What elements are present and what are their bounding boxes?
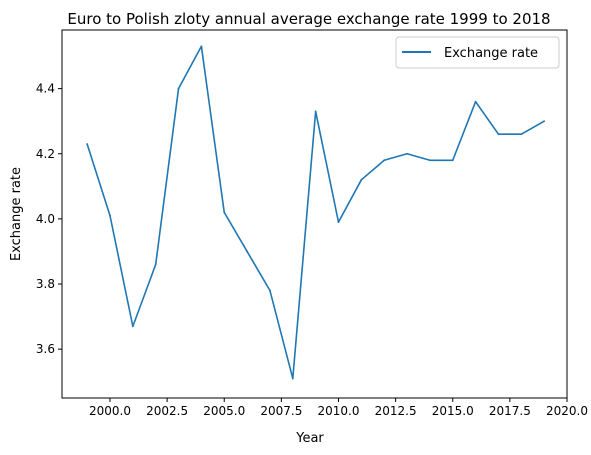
y-axis-label: Exchange rate <box>9 167 24 261</box>
data-point <box>291 377 294 380</box>
data-point <box>337 221 340 224</box>
data-point <box>406 152 408 155</box>
x-tick-label: 2015.0 <box>432 404 474 418</box>
plot-frame <box>61 29 568 399</box>
x-tick-label: 2007.5 <box>260 404 302 418</box>
x-tick-label: 2020.0 <box>546 404 588 418</box>
y-tick-label: 3.8 <box>36 277 55 291</box>
data-point <box>383 159 386 162</box>
data-point <box>314 110 317 113</box>
x-tick-label: 2012.5 <box>375 404 417 418</box>
y-tick-label: 4.2 <box>36 147 55 161</box>
y-axis: 3.6 3.8 4.0 4.2 4.4 <box>36 82 62 356</box>
series-layer <box>86 45 546 380</box>
data-point <box>223 211 226 214</box>
y-tick-label: 4.0 <box>36 212 55 226</box>
data-point <box>177 87 180 90</box>
x-axis-label: Year <box>295 431 324 446</box>
legend-label: Exchange rate <box>444 46 538 61</box>
data-point <box>428 159 431 162</box>
data-point <box>474 100 477 103</box>
data-point <box>269 289 271 292</box>
legend-box <box>395 36 560 69</box>
x-tick-label: 2000.0 <box>89 404 131 418</box>
y-tick-label: 4.4 <box>36 82 55 96</box>
x-tick-label: 2005.0 <box>203 404 245 418</box>
data-point <box>86 143 89 145</box>
data-point <box>497 133 500 136</box>
data-point <box>154 263 157 266</box>
x-tick-label: 2010.0 <box>317 404 359 418</box>
data-point <box>543 120 546 123</box>
data-point <box>451 159 454 162</box>
data-point <box>520 133 523 136</box>
data-point <box>109 214 111 217</box>
data-point <box>200 45 203 48</box>
x-tick-label: 2002.5 <box>146 404 188 418</box>
plot-area <box>62 30 567 398</box>
data-point <box>360 178 363 181</box>
data-point <box>246 250 248 253</box>
x-axis: 2000.0 2002.5 2005.0 2007.5 2010.0 2012.5 2015… <box>89 398 588 418</box>
legend: Exchange rate <box>395 36 560 69</box>
x-tick-label: 2017.5 <box>489 404 531 418</box>
data-point <box>131 325 134 328</box>
y-tick-label: 3.6 <box>36 342 55 356</box>
chart-title: Euro to Polish zloty annual average exch… <box>67 10 550 28</box>
